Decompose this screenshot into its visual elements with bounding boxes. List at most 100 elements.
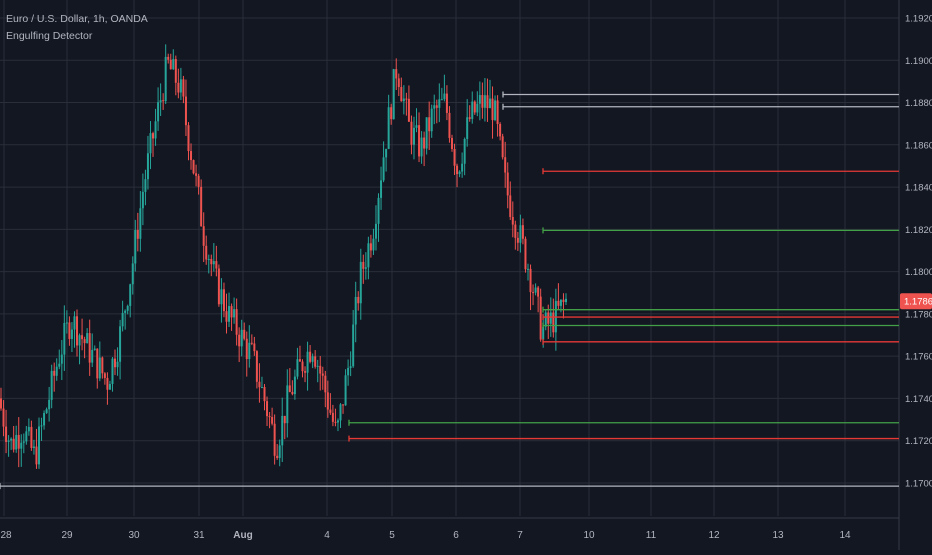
candle [331, 404, 334, 427]
candle [438, 83, 441, 123]
candle [88, 319, 91, 376]
candle-body [481, 95, 484, 108]
candle [48, 386, 51, 422]
candle [2, 400, 5, 437]
candle [364, 252, 367, 280]
candle-body [40, 425, 43, 427]
candle-body [306, 351, 309, 373]
candle [390, 103, 393, 125]
candle-body [324, 375, 327, 393]
candle-body [529, 268, 532, 293]
candle-body [344, 375, 347, 406]
candle-body [146, 153, 149, 180]
candle [144, 169, 147, 206]
candle-body [228, 306, 231, 322]
candle-body [58, 363, 61, 367]
candle-body [169, 59, 172, 70]
candle-body [412, 127, 415, 145]
candle [494, 95, 497, 122]
candle-body [233, 309, 236, 318]
candle [225, 293, 228, 334]
candle [101, 356, 104, 379]
candle [532, 284, 535, 306]
candle [392, 68, 395, 120]
candle [20, 434, 23, 467]
candle [367, 236, 370, 280]
candle [32, 439, 35, 455]
candle [562, 293, 565, 319]
candle-body [478, 95, 481, 104]
symbol-title[interactable]: Euro / U.S. Dollar, 1h, OANDA [6, 13, 148, 25]
candle-body [526, 268, 529, 270]
candle-body [48, 399, 51, 410]
candle [103, 372, 106, 385]
candle-body [70, 329, 73, 339]
candle [372, 228, 375, 255]
candle-body [491, 98, 494, 121]
candle-body [291, 391, 294, 395]
candle-body [187, 125, 190, 152]
candle-body [126, 305, 129, 311]
candle [288, 368, 291, 393]
candle [395, 58, 398, 91]
candle [30, 420, 33, 451]
y-tick-label: 1.17400 [905, 394, 932, 405]
candle [263, 384, 266, 411]
candle [311, 353, 314, 369]
candle-body [157, 102, 160, 122]
candle [326, 380, 329, 418]
candle-body [377, 197, 380, 224]
candle [481, 82, 484, 119]
candle [273, 414, 276, 465]
candle [559, 299, 562, 313]
indicator-label[interactable]: Engulfing Detector [6, 30, 93, 42]
candle [152, 131, 155, 157]
candle-body [235, 309, 238, 335]
candle-body [266, 401, 269, 417]
candle-body [501, 136, 504, 158]
candle-body [496, 100, 499, 124]
candle [184, 79, 187, 136]
candle-body [382, 157, 385, 181]
candle-body [263, 387, 266, 402]
x-tick-label: 11 [646, 530, 657, 541]
candle-body [159, 100, 162, 103]
candle-body [349, 366, 352, 368]
candle [83, 336, 86, 359]
candle-body [116, 361, 119, 368]
candle-body [420, 137, 423, 157]
candle-body [174, 59, 177, 83]
candle [504, 141, 507, 188]
candle-body [32, 446, 35, 448]
candle-body [336, 420, 339, 423]
candle [410, 115, 413, 155]
candle [253, 336, 256, 356]
candle [136, 212, 139, 252]
candle [50, 364, 53, 409]
candle [271, 407, 274, 426]
candle [65, 310, 68, 334]
candle-body [162, 100, 165, 102]
candle-body [483, 95, 486, 108]
x-tick-label: Aug [233, 530, 252, 541]
engulfing-level [542, 227, 899, 234]
candle-body [10, 438, 13, 441]
candle [93, 345, 96, 351]
candle [187, 122, 190, 161]
candle [60, 340, 63, 381]
candle-body [549, 312, 552, 324]
candle-body [304, 371, 307, 373]
candle-body [311, 356, 314, 362]
candle [521, 218, 524, 245]
candle [319, 356, 322, 391]
candle-body [521, 225, 524, 239]
candle [43, 410, 46, 430]
candle [354, 281, 357, 343]
candle-body [390, 107, 393, 120]
candle-body [225, 311, 228, 322]
candle [154, 108, 157, 146]
candle-body [473, 101, 476, 113]
candle [428, 101, 431, 150]
